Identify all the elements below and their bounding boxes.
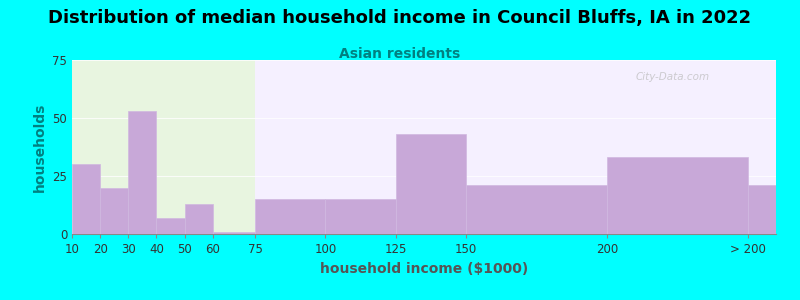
Y-axis label: households: households: [33, 102, 46, 192]
Bar: [326, 199, 396, 234]
Text: Distribution of median household income in Council Bluffs, IA in 2022: Distribution of median household income …: [49, 9, 751, 27]
Bar: [100, 188, 128, 234]
Bar: [466, 185, 607, 234]
Bar: [72, 164, 100, 234]
Bar: [157, 218, 185, 234]
Bar: [607, 158, 748, 234]
Text: City-Data.com: City-Data.com: [635, 72, 710, 82]
Bar: [748, 185, 800, 234]
Bar: [128, 111, 157, 234]
Bar: [255, 199, 326, 234]
Text: Asian residents: Asian residents: [339, 46, 461, 61]
Bar: [255, 60, 776, 234]
Bar: [72, 60, 255, 234]
Bar: [396, 134, 466, 234]
Bar: [213, 232, 255, 234]
X-axis label: household income ($1000): household income ($1000): [320, 262, 528, 276]
Bar: [185, 204, 213, 234]
